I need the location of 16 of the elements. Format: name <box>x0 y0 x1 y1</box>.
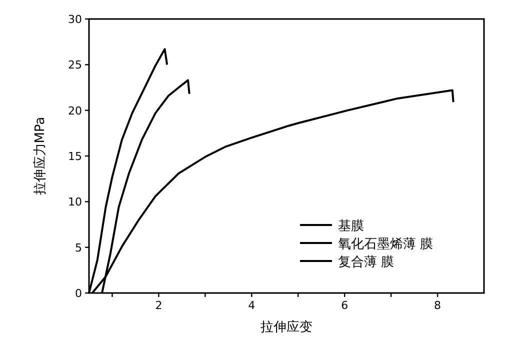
x-tick-label: 8 <box>434 299 442 312</box>
y-axis-title: 拉伸应力MPa <box>32 116 48 196</box>
legend-label: 氧化石墨烯薄 膜 <box>338 237 434 252</box>
y-tick-label: 0 <box>75 287 82 300</box>
y-tick-label: 15 <box>68 150 82 163</box>
x-axis-title: 拉伸应变 <box>260 319 312 335</box>
y-tick-label: 25 <box>68 58 82 72</box>
legend-label: 基膜 <box>338 219 364 234</box>
y-tick-label: 10 <box>68 196 82 209</box>
y-tick-label: 30 <box>68 13 82 26</box>
legend-label: 复合薄 膜 <box>338 255 394 270</box>
x-tick-label: 2 <box>155 299 162 312</box>
y-tick-label: 5 <box>75 241 82 254</box>
y-tick-label: 20 <box>68 104 82 118</box>
x-tick-label: 4 <box>248 299 256 312</box>
x-tick-label: 6 <box>341 299 348 312</box>
